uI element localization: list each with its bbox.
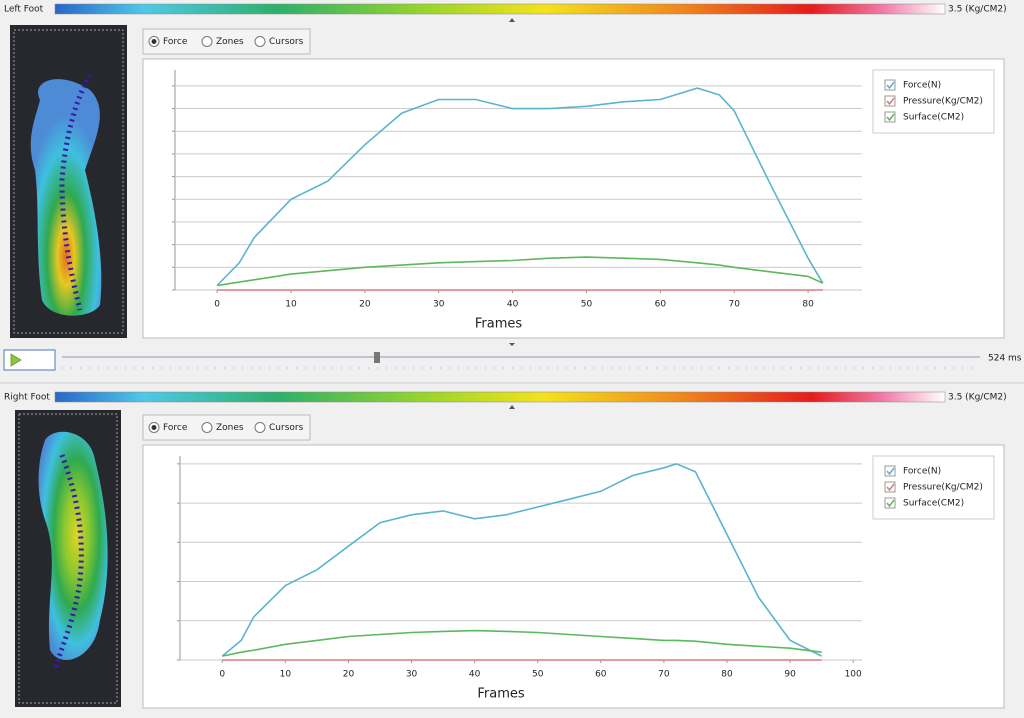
legend-checkbox[interactable] bbox=[884, 465, 896, 477]
x-tick-label: 30 bbox=[406, 670, 418, 680]
foot-image bbox=[15, 410, 121, 707]
legend-checkbox[interactable] bbox=[884, 481, 896, 493]
radio-label: Cursors bbox=[269, 423, 304, 433]
legend-checkbox[interactable] bbox=[884, 497, 896, 509]
color-scale bbox=[54, 3, 946, 15]
collapse-arrow[interactable] bbox=[509, 18, 515, 22]
time-label: 524 ms bbox=[988, 354, 1022, 364]
legend-check bbox=[886, 499, 895, 508]
panel-label: Right Foot bbox=[4, 393, 50, 403]
scale-max: 3.5 (Kg/CM2) bbox=[948, 5, 1007, 15]
legend-label: Surface(CM2) bbox=[903, 499, 964, 509]
legend-label: Force(N) bbox=[903, 81, 941, 91]
legend-check bbox=[886, 483, 895, 492]
series-line bbox=[216, 87, 824, 287]
legend-check bbox=[886, 81, 895, 90]
x-tick-label: 60 bbox=[655, 300, 667, 310]
x-tick-label: 70 bbox=[728, 300, 740, 310]
legend-check bbox=[886, 97, 895, 106]
foot-image bbox=[10, 25, 127, 338]
x-tick-label: 0 bbox=[214, 300, 220, 310]
legend-check bbox=[886, 113, 895, 122]
x-axis-title: Frames bbox=[477, 687, 525, 702]
slider-thumb[interactable] bbox=[374, 352, 380, 363]
radio-label: Zones bbox=[216, 423, 244, 433]
color-scale bbox=[54, 391, 946, 403]
legend-check bbox=[886, 467, 895, 476]
panel-label: Left Foot bbox=[4, 5, 44, 15]
collapse-arrow[interactable] bbox=[509, 343, 515, 346]
chart-frame bbox=[142, 58, 1005, 339]
play-button[interactable] bbox=[3, 349, 56, 371]
legend-label: Force(N) bbox=[903, 467, 941, 477]
x-tick-label: 40 bbox=[469, 670, 481, 680]
x-tick-label: 90 bbox=[784, 670, 796, 680]
radio-label: Force bbox=[163, 423, 188, 433]
radio-dot bbox=[151, 425, 157, 430]
view-options bbox=[142, 28, 311, 55]
view-options bbox=[142, 414, 311, 441]
radio-label: Cursors bbox=[269, 37, 304, 47]
legend-checkbox[interactable] bbox=[884, 111, 896, 123]
x-tick-label: 100 bbox=[845, 670, 862, 680]
x-tick-label: 50 bbox=[532, 670, 544, 680]
x-tick-label: 10 bbox=[285, 300, 297, 310]
x-tick-label: 10 bbox=[280, 670, 292, 680]
x-tick-label: 70 bbox=[658, 670, 670, 680]
radio-button[interactable] bbox=[201, 36, 213, 47]
legend-label: Surface(CM2) bbox=[903, 113, 964, 123]
x-tick-label: 20 bbox=[343, 670, 355, 680]
x-tick-label: 30 bbox=[433, 300, 445, 310]
x-tick-label: 50 bbox=[581, 300, 593, 310]
x-tick-label: 80 bbox=[802, 300, 814, 310]
x-tick-label: 0 bbox=[219, 670, 225, 680]
radio-label: Force bbox=[163, 37, 188, 47]
scale-max: 3.5 (Kg/CM2) bbox=[948, 393, 1007, 403]
collapse-arrow[interactable] bbox=[509, 405, 515, 409]
radio-button[interactable] bbox=[201, 422, 213, 433]
legend-label: Pressure(Kg/CM2) bbox=[903, 483, 983, 493]
x-tick-label: 80 bbox=[721, 670, 733, 680]
legend-checkbox[interactable] bbox=[884, 79, 896, 91]
play-icon bbox=[10, 353, 22, 367]
radio-button[interactable] bbox=[254, 422, 266, 433]
x-axis-title: Frames bbox=[475, 317, 523, 332]
series-line bbox=[221, 462, 822, 657]
legend-checkbox[interactable] bbox=[884, 95, 896, 107]
radio-dot bbox=[151, 39, 157, 44]
radio-button[interactable] bbox=[254, 36, 266, 47]
radio-label: Zones bbox=[216, 37, 244, 47]
chart-frame bbox=[142, 444, 1005, 709]
series-line bbox=[222, 629, 822, 657]
x-tick-label: 60 bbox=[595, 670, 607, 680]
x-tick-label: 40 bbox=[507, 300, 519, 310]
x-tick-label: 20 bbox=[359, 300, 371, 310]
legend-label: Pressure(Kg/CM2) bbox=[903, 97, 983, 107]
series-line bbox=[216, 256, 824, 287]
